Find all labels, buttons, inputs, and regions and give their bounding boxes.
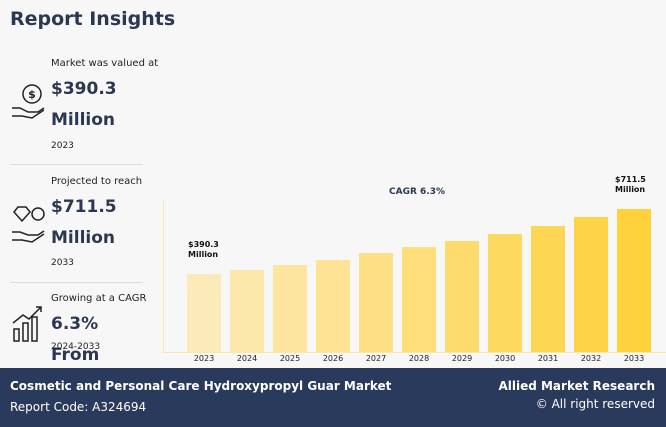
stat-caption: Projected to reach [51,176,143,187]
x-tick-label: 2027 [365,354,387,363]
axis-line [163,200,164,352]
separator [10,282,143,283]
bar [574,217,608,352]
bar [273,264,307,352]
value-label: $711.5 Million [615,174,646,194]
svg-text:$: $ [28,88,36,101]
stat-card: Market was valued at $ $390.3 Million 20… [10,58,158,170]
x-tick-label: 2031 [537,354,559,363]
x-tick-label: 2028 [408,354,430,363]
stat-value: $711.5 Million [51,197,117,248]
bar [531,226,565,352]
report-title: Cosmetic and Personal Care Hydroxypropyl… [10,379,392,393]
chart-annotation: CAGR 6.3% [389,187,445,197]
stat-value: $390.3 Million [51,79,117,130]
x-tick-label: 2030 [494,354,516,363]
stat-period: 2033 [51,258,74,268]
diamond-icon [12,206,45,243]
x-tick-label: 2023 [193,354,215,363]
x-tick-label: 2029 [451,354,473,363]
bar [617,208,651,352]
stat-value: 6.3% From [51,314,100,365]
stat-card: Growing at a CAGR 6.3% From 2024-2033 [10,293,147,405]
page-title: Report Insights [10,8,176,30]
brand: Allied Market Research [498,379,655,393]
stat-period: 2024-2033 [51,342,101,352]
bar [402,247,436,352]
rights: © All right reserved [535,397,655,411]
chart: CAGR 6.3% 2023 $390.3 Million 2024 2025 2026… [160,160,666,368]
bar [488,234,522,352]
money-icon: $ [12,84,45,119]
axis-line [163,352,666,353]
value-label: $390.3 Million [188,239,219,259]
x-tick-label: 2024 [236,354,258,363]
x-tick-label: 2033 [623,354,645,363]
growth-icon [12,306,42,342]
stat-card: Projected to reach $711.5 Million 2033 [10,176,145,288]
separator [10,164,143,165]
bar [445,241,479,352]
bar [316,259,350,352]
x-tick-label: 2026 [322,354,344,363]
footer: Cosmetic and Personal Care Hydroxypropyl… [0,368,666,427]
bar [230,269,264,352]
bar [359,253,393,352]
stat-period: 2023 [51,141,74,151]
x-tick-label: 2032 [580,354,602,363]
report-code: Report Code: A324694 [10,400,147,414]
x-tick-label: 2025 [279,354,301,363]
bar [187,273,221,352]
stat-caption: Market was valued at [51,58,159,69]
stat-caption: Growing at a CAGR [51,293,147,304]
